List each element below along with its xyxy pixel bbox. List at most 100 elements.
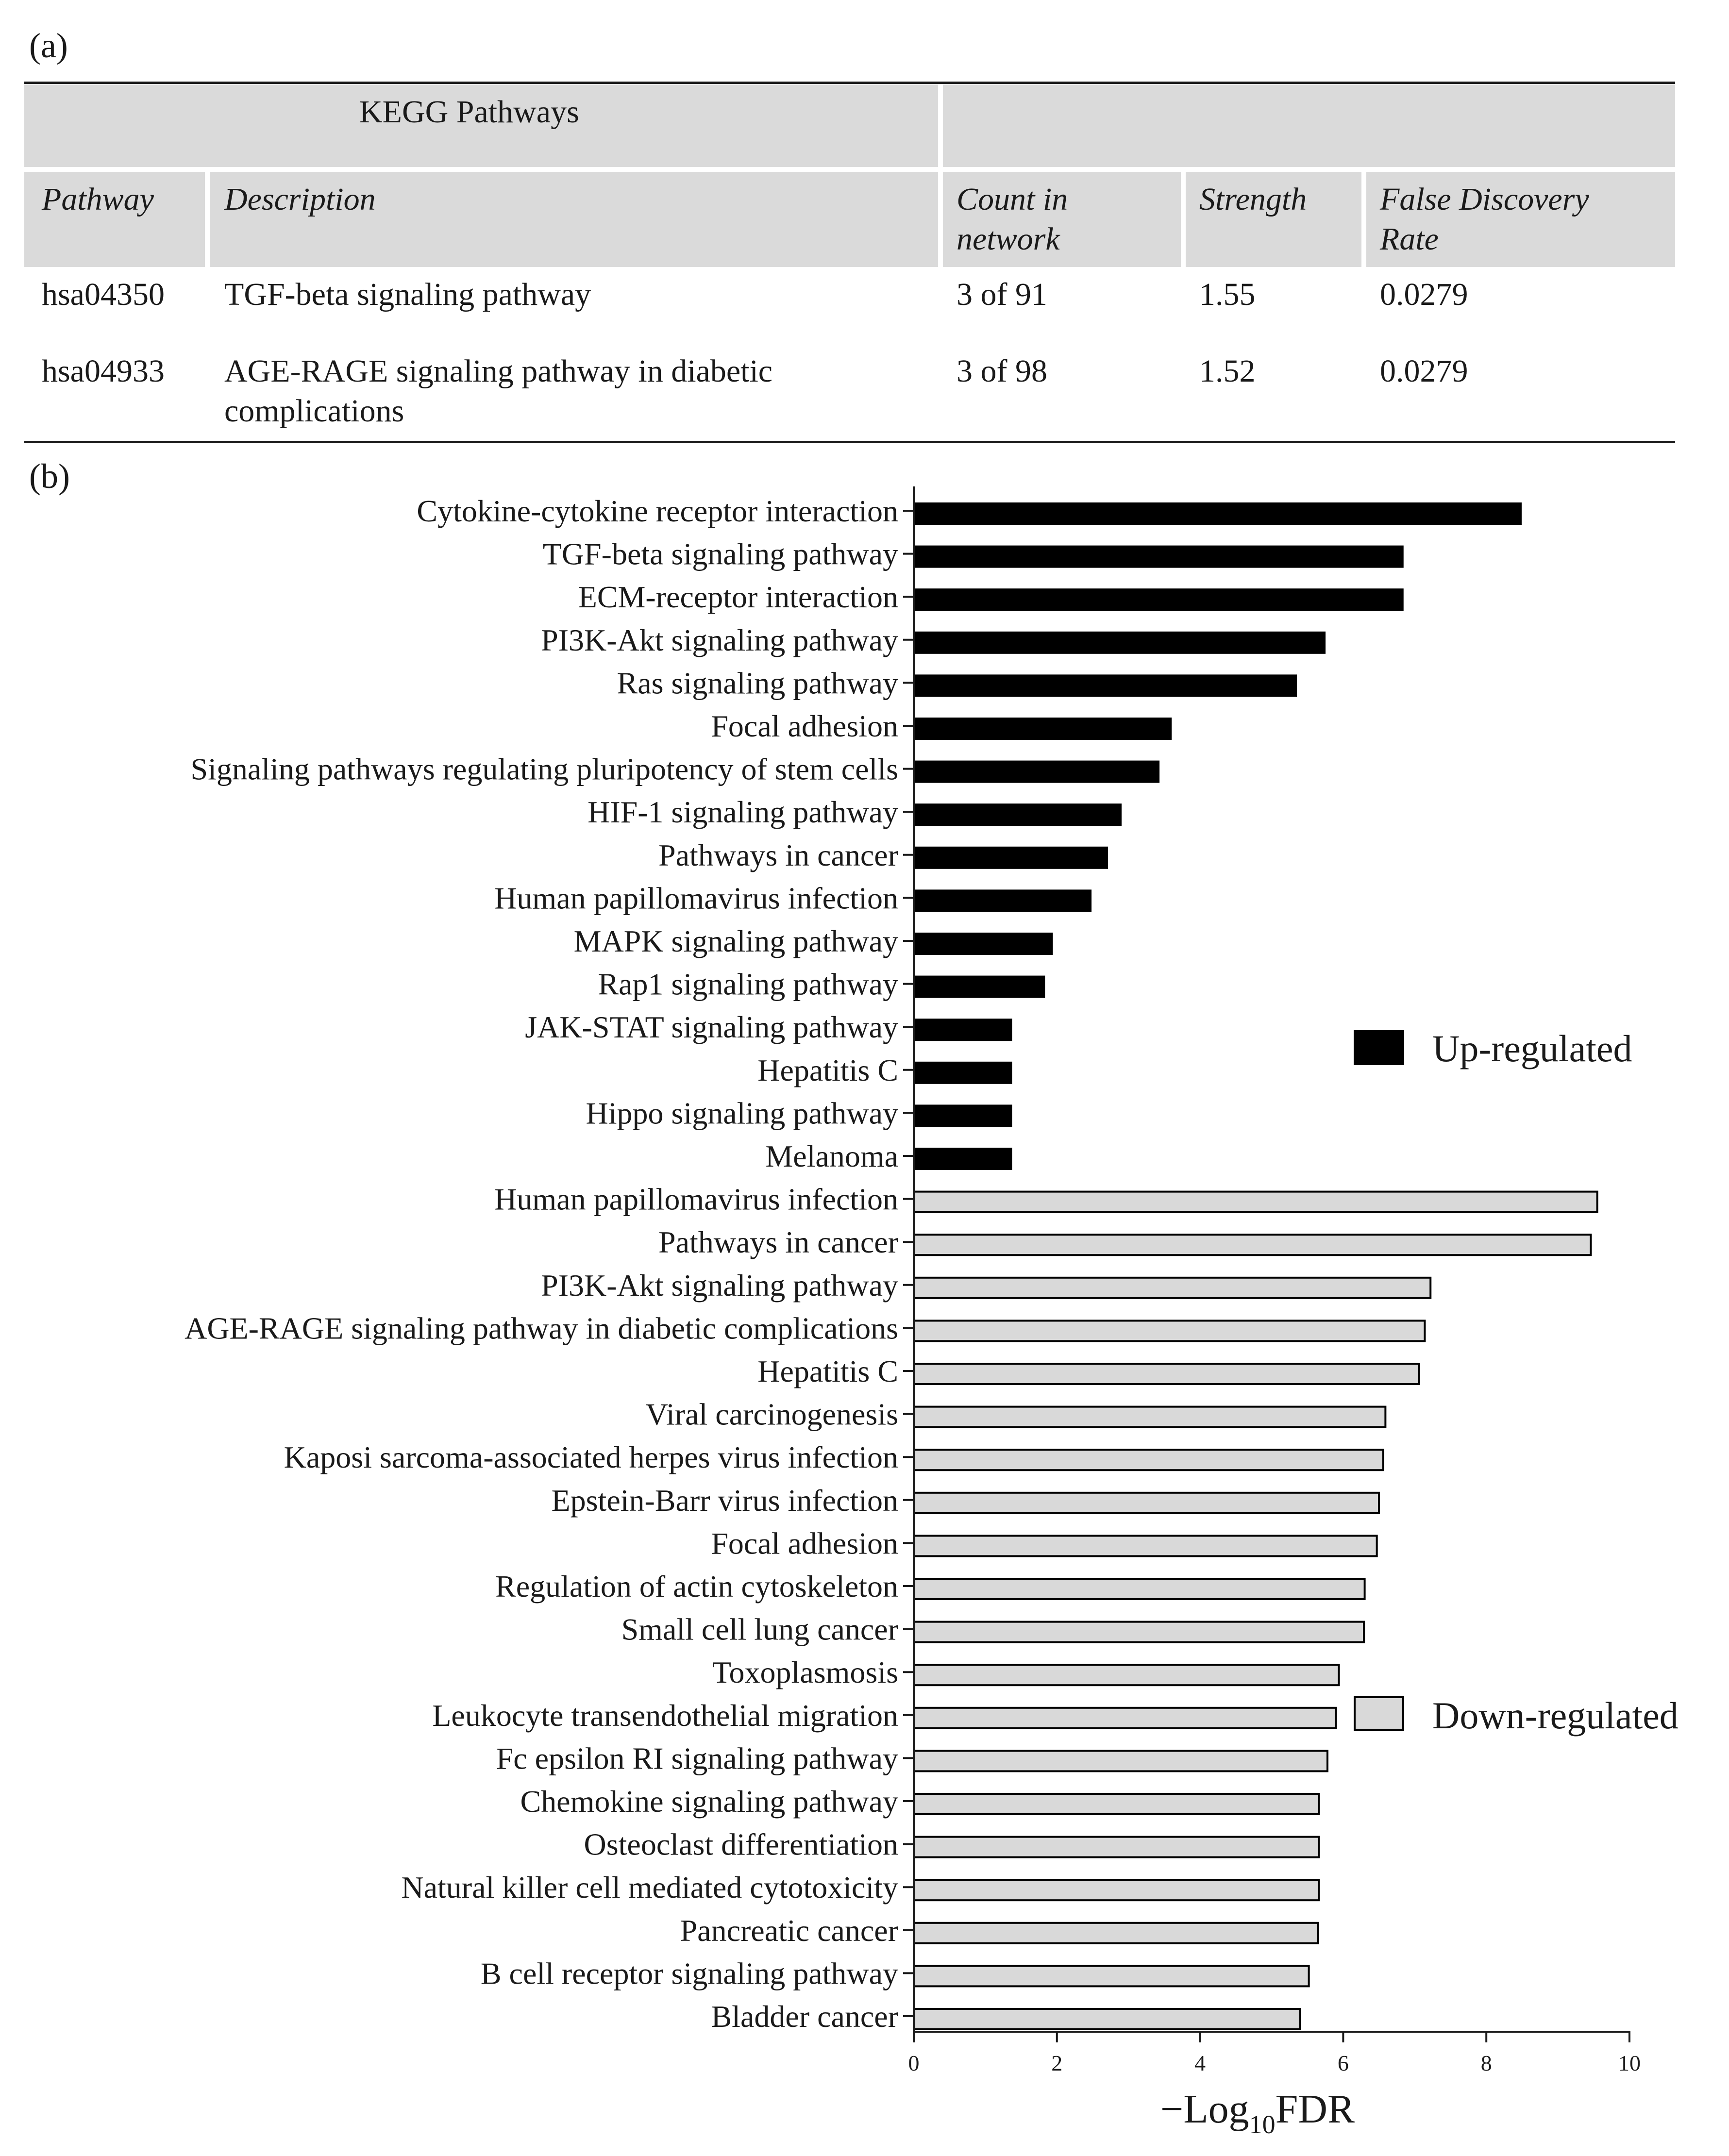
row2-strength: 1.52 [1199, 353, 1256, 389]
bar-up-6 [913, 718, 1172, 740]
header-description: Description [224, 182, 376, 217]
category-label: Focal adhesion [711, 1526, 898, 1560]
bar-up-13 [913, 1019, 1012, 1041]
category-label: Bladder cancer [711, 1999, 898, 2034]
category-label: ECM-receptor interaction [578, 580, 898, 614]
legend-label-up: Up-regulated [1432, 1027, 1632, 1070]
category-label: Toxoplasmosis [712, 1655, 898, 1689]
group-header-band-right [943, 84, 1675, 167]
category-label: Osteoclast differentiation [584, 1827, 899, 1862]
header-band-count [943, 172, 1181, 267]
header-band-pathway [24, 172, 205, 267]
bar-down-5 [913, 1363, 1420, 1385]
category-label: Chemokine signaling pathway [520, 1784, 898, 1819]
bar-up-3 [913, 588, 1404, 611]
bar-down-14 [913, 1750, 1328, 1772]
category-label: Kaposi sarcoma-associated herpes virus i… [284, 1440, 898, 1474]
bar-down-8 [913, 1491, 1380, 1514]
bar-up-15 [913, 1104, 1012, 1127]
bar-up-9 [913, 846, 1108, 869]
category-label: Rap1 signaling pathway [598, 967, 898, 1002]
bar-down-3 [913, 1276, 1432, 1299]
bar-down-7 [913, 1449, 1384, 1471]
header-pathway: Pathway [42, 182, 154, 217]
bar-down-10 [913, 1578, 1366, 1600]
category-label: Human papillomavirus infection [494, 1182, 898, 1217]
bar-down-1 [913, 1190, 1598, 1213]
bar-down-6 [913, 1405, 1387, 1428]
row1-description: TGF-beta signaling pathway [224, 277, 591, 312]
legend-swatch-up [1354, 1030, 1404, 1065]
row2-fdr: 0.0279 [1380, 353, 1468, 389]
bar-up-16 [913, 1148, 1012, 1170]
row1-pathway: hsa04350 [42, 277, 165, 312]
row2-pathway: hsa04933 [42, 353, 165, 389]
x-axis-title: −Log10FDR [1160, 2087, 1355, 2139]
x-tick-label: 8 [1481, 2051, 1492, 2075]
bar-down-9 [913, 1535, 1378, 1557]
category-label: HIF-1 signaling pathway [588, 795, 898, 829]
bar-up-10 [913, 889, 1092, 912]
bar-down-19 [913, 1965, 1310, 1988]
category-label: Epstein-Barr virus infection [552, 1483, 898, 1518]
header-band-description [210, 172, 938, 267]
category-label: Hepatitis C [757, 1053, 898, 1087]
bar-down-16 [913, 1836, 1320, 1858]
row2-description-line1: AGE-RAGE signaling pathway in diabetic [224, 353, 773, 389]
x-tick-label: 0 [908, 2051, 920, 2075]
bar-down-20 [913, 2008, 1301, 2030]
bar-down-18 [913, 1922, 1319, 1944]
category-label: B cell receptor signaling pathway [481, 1956, 898, 1990]
bar-up-11 [913, 933, 1053, 955]
row2-description-line2: complications [224, 393, 404, 429]
header-band-strength [1186, 172, 1361, 267]
category-label: Human papillomavirus infection [494, 881, 898, 915]
group-header: KEGG Pathways [359, 94, 579, 130]
category-label: PI3K-Akt signaling pathway [541, 1268, 898, 1303]
category-label: Hippo signaling pathway [586, 1096, 898, 1130]
bar-up-8 [913, 803, 1122, 826]
bar-down-2 [913, 1234, 1592, 1256]
bar-up-7 [913, 760, 1160, 783]
x-tick-label: 4 [1194, 2051, 1206, 2075]
header-strength: Strength [1199, 182, 1307, 217]
category-label: MAPK signaling pathway [574, 924, 898, 958]
bar-down-11 [913, 1621, 1365, 1643]
panel-b-label: (b) [29, 457, 70, 496]
category-label: Regulation of actin cytoskeleton [495, 1569, 898, 1604]
bar-up-14 [913, 1061, 1012, 1084]
header-band-fdr [1366, 172, 1675, 267]
category-label: TGF-beta signaling pathway [543, 537, 898, 571]
category-label: Leukocyte transendothelial migration [432, 1698, 898, 1733]
x-tick-label: 2 [1051, 2051, 1062, 2075]
category-label: Natural killer cell mediated cytotoxicit… [401, 1870, 898, 1905]
category-label: Pathways in cancer [658, 838, 898, 872]
x-tick-label: 6 [1338, 2051, 1349, 2075]
category-label: Viral carcinogenesis [646, 1397, 898, 1432]
category-label: Small cell lung cancer [621, 1612, 898, 1647]
legend-label-down: Down-regulated [1432, 1694, 1679, 1737]
bar-down-15 [913, 1793, 1320, 1815]
bar-up-12 [913, 975, 1045, 998]
category-label: Melanoma [765, 1139, 898, 1173]
bar-down-17 [913, 1879, 1320, 1902]
bar-down-13 [913, 1706, 1337, 1729]
row1-strength: 1.55 [1199, 277, 1256, 312]
row1-count: 3 of 91 [957, 277, 1047, 312]
bar-up-2 [913, 545, 1404, 568]
row2-count: 3 of 98 [957, 353, 1047, 389]
table-top-rule [24, 82, 1675, 84]
x-tick-label: 10 [1618, 2051, 1641, 2075]
bar-up-5 [913, 674, 1297, 697]
panel-a-label: (a) [29, 26, 68, 65]
bar-down-4 [913, 1320, 1426, 1342]
category-label: Fc epsilon RI signaling pathway [496, 1741, 898, 1775]
legend-swatch-down [1354, 1696, 1404, 1731]
category-label: JAK-STAT signaling pathway [525, 1010, 898, 1044]
category-label: Pathways in cancer [658, 1225, 898, 1259]
category-label: Pancreatic cancer [680, 1913, 898, 1948]
bar-up-4 [913, 631, 1326, 654]
row1-fdr: 0.0279 [1380, 277, 1468, 312]
category-label: Signaling pathways regulating pluripoten… [191, 752, 898, 786]
